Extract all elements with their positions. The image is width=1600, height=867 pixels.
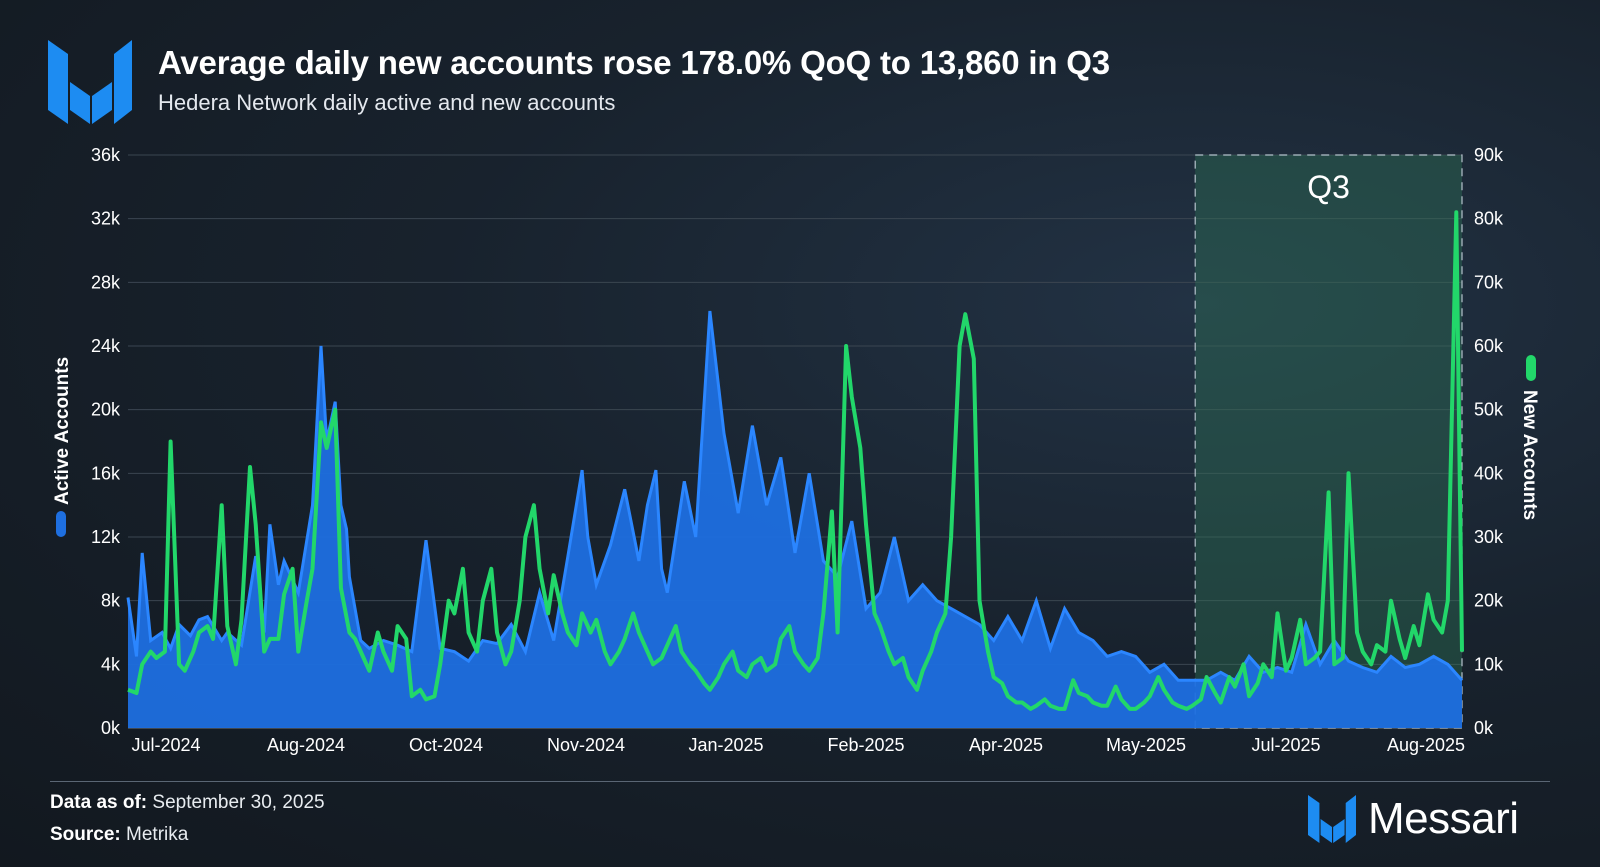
x-tick-label: Nov-2024 <box>547 735 625 755</box>
x-tick-label: Oct-2024 <box>409 735 483 755</box>
brand-lockup: Messari <box>1308 794 1519 844</box>
right-axis-label: New Accounts <box>1519 390 1540 520</box>
x-tick-label: Jul-2025 <box>1251 735 1320 755</box>
left-tick-label: 16k <box>91 463 121 483</box>
data-date-value: September 30, 2025 <box>152 792 325 813</box>
messari-brand-icon <box>1308 795 1356 843</box>
right-tick-label: 80k <box>1474 209 1504 229</box>
chart: Q3 0k 4k 8k 12k 16k 20k 24k 28k 32k 36k 0k 10k 20k 3… <box>52 145 1540 755</box>
right-tick-label: 70k <box>1474 272 1504 292</box>
source-label: Source: <box>50 824 121 845</box>
right-tick-label: 30k <box>1474 527 1504 547</box>
right-axis-ticks: 0k 10k 20k 30k 40k 50k 60k 70k 80k 90k <box>1474 145 1504 738</box>
right-tick-label: 50k <box>1474 400 1504 420</box>
brand-name: Messari <box>1368 794 1519 843</box>
left-axis-title: Active Accounts <box>52 357 73 537</box>
x-tick-label: Aug-2024 <box>267 735 345 755</box>
x-tick-label: Apr-2025 <box>969 735 1043 755</box>
x-axis-ticks: Jul-2024 Aug-2024 Oct-2024 Nov-2024 Jan-2025… <box>131 735 1465 755</box>
left-tick-label: 36k <box>91 145 121 165</box>
x-tick-label: Jan-2025 <box>688 735 763 755</box>
left-tick-label: 20k <box>91 400 121 420</box>
footer-source: Source: Metrika <box>50 824 188 846</box>
x-tick-label: Aug-2025 <box>1387 735 1465 755</box>
left-tick-label: 4k <box>101 654 121 674</box>
footer-data-date: Data as of: September 30, 2025 <box>50 792 325 814</box>
right-tick-label: 40k <box>1474 463 1504 483</box>
q3-label: Q3 <box>1307 169 1350 205</box>
left-tick-label: 12k <box>91 527 121 547</box>
left-tick-label: 28k <box>91 272 121 292</box>
x-tick-label: Jul-2024 <box>131 735 200 755</box>
chart-subtitle: Hedera Network daily active and new acco… <box>158 90 616 115</box>
data-date-label: Data as of: <box>50 792 148 813</box>
left-tick-label: 24k <box>91 336 121 356</box>
left-tick-label: 0k <box>101 718 121 738</box>
footer-divider <box>50 781 1550 782</box>
source-value: Metrika <box>126 824 189 845</box>
chart-title: Average daily new accounts rose 178.0% Q… <box>158 44 1110 81</box>
right-tick-label: 10k <box>1474 654 1504 674</box>
messari-logo-icon <box>48 40 132 124</box>
left-tick-label: 32k <box>91 209 121 229</box>
right-tick-label: 20k <box>1474 591 1504 611</box>
right-axis-title: New Accounts <box>1519 355 1540 520</box>
right-tick-label: 0k <box>1474 718 1494 738</box>
new-accounts-line <box>127 210 1464 711</box>
x-tick-label: Feb-2025 <box>827 735 904 755</box>
right-tick-label: 90k <box>1474 145 1504 165</box>
left-tick-label: 8k <box>101 591 121 611</box>
right-tick-label: 60k <box>1474 336 1504 356</box>
left-axis-label: Active Accounts <box>52 357 73 505</box>
q3-highlight <box>1194 154 1463 729</box>
x-tick-label: May-2025 <box>1106 735 1186 755</box>
left-axis-ticks: 0k 4k 8k 12k 16k 20k 24k 28k 32k 36k <box>91 145 121 738</box>
